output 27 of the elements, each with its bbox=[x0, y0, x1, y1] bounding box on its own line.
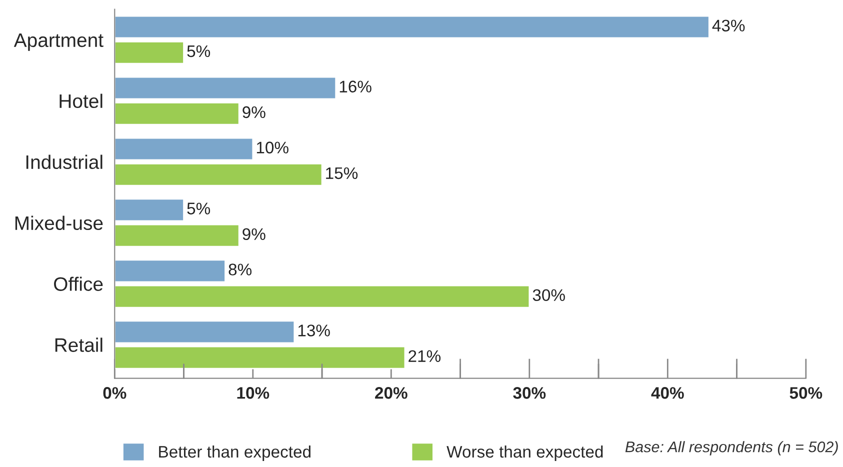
x-tick-label: 20% bbox=[375, 387, 408, 399]
legend-label: Worse than expected bbox=[446, 445, 603, 461]
y-tick-label: Retail bbox=[55, 338, 102, 352]
data-label: 21% bbox=[408, 350, 441, 362]
data-label: 15% bbox=[326, 167, 358, 180]
y-tick-label: Apartment bbox=[14, 34, 104, 51]
x-tick-label: 40% bbox=[651, 387, 684, 399]
x-tick-label: 10% bbox=[237, 387, 270, 399]
data-label: 9% bbox=[242, 228, 266, 240]
x-tick-label: 0% bbox=[103, 387, 126, 399]
data-label: 8% bbox=[228, 264, 252, 276]
x-tick-label: 50% bbox=[790, 387, 822, 399]
data-label: 10% bbox=[256, 142, 288, 154]
legend-label: Better than expected bbox=[159, 445, 310, 461]
data-label: 13% bbox=[298, 324, 330, 336]
data-label: 30% bbox=[532, 289, 565, 302]
data-label: 43% bbox=[712, 20, 745, 32]
data-label: 5% bbox=[187, 202, 210, 214]
y-tick-label: Office bbox=[54, 276, 103, 291]
data-label: 5% bbox=[187, 45, 210, 58]
data-label: 16% bbox=[340, 80, 372, 92]
y-tick-label: Hotel bbox=[60, 94, 102, 108]
x-tick-label: 30% bbox=[513, 387, 546, 399]
text: Base: All respondents (n = 502) bbox=[625, 441, 838, 456]
y-tick-label: Mixed-use bbox=[15, 216, 103, 230]
y-tick-label: Industrial bbox=[26, 154, 102, 170]
data-label: 9% bbox=[242, 106, 266, 118]
